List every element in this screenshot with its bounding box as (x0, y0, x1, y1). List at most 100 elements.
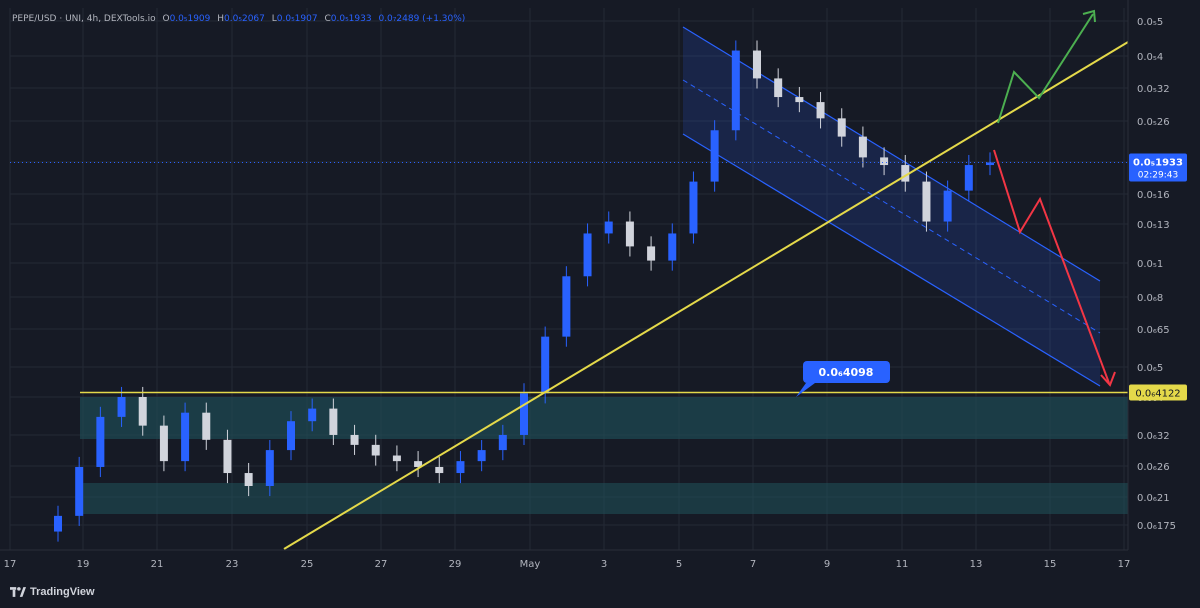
tradingview-logo-icon (10, 587, 26, 597)
symbol-title: PEPE/USD · UNI, 4h, DEXTools.io (12, 14, 156, 24)
open-value: 0.0₅1909 (169, 14, 211, 24)
price-tick-label: 0.0₆5 (1137, 363, 1163, 374)
time-tick-label: 23 (226, 559, 239, 570)
rising-trendline (283, 41, 1129, 550)
candle-body (731, 50, 740, 131)
candle-body (837, 118, 846, 137)
time-tick-label: 19 (77, 559, 90, 570)
candle-body (138, 397, 147, 426)
candle-body (244, 473, 253, 486)
candle-body (922, 181, 931, 222)
candle-body (498, 434, 507, 451)
price-tick-label: 0.0₅13 (1137, 220, 1170, 231)
time-tick-label: 5 (676, 559, 682, 570)
price-tick-label: 0.0₆21 (1137, 493, 1170, 504)
candle-body (625, 221, 634, 247)
time-tick-label: 27 (375, 559, 388, 570)
candle-body (350, 434, 359, 445)
descending-channel (682, 26, 1101, 387)
price-callout-box (803, 361, 890, 383)
price-callout-text: 0.0₆4098 (819, 366, 874, 379)
bullish-arrowhead (1082, 9, 1096, 23)
price-tick-label: 0.0₅32 (1137, 84, 1170, 95)
candle-body (287, 421, 295, 451)
candle-body (54, 515, 62, 532)
price-tick-label: 0.0₅26 (1137, 117, 1170, 128)
candle-body (329, 408, 338, 435)
projection-arrows (993, 9, 1116, 387)
candle-body (96, 416, 105, 467)
candle-body (943, 190, 952, 222)
candle-body (668, 233, 677, 261)
close-value: 0.0₅1933 (330, 14, 372, 24)
candle-body (689, 181, 698, 234)
candle-body (562, 276, 571, 337)
high-value: 0.0₅2067 (224, 14, 265, 24)
candle-body (223, 439, 232, 474)
time-tick-label: May (520, 559, 541, 570)
candle-body (265, 450, 274, 486)
time-tick-label: 3 (601, 559, 607, 570)
time-tick-label: 9 (824, 559, 830, 570)
bullish-projection-arrow (997, 13, 1094, 124)
time-tick-label: 21 (151, 559, 164, 570)
change-value: 0.0₇2489 (+1.30%) (378, 14, 466, 24)
time-tick-label: 15 (1044, 559, 1057, 570)
current-price-badge (1129, 153, 1187, 182)
candle-body (392, 455, 401, 462)
price-tick-label: 0.0₆65 (1137, 325, 1170, 336)
close-label: C (324, 14, 331, 24)
bearish-projection-arrow (993, 149, 1110, 384)
candle-body (456, 461, 465, 474)
channel-mid-line (682, 79, 1101, 334)
candle-body (308, 408, 317, 422)
candle-body (795, 97, 804, 103)
candle-body (75, 466, 84, 516)
candle-body (901, 165, 910, 182)
brand-name: TradingView (30, 586, 95, 598)
time-tick-label: 17 (1118, 559, 1131, 570)
price-callout-pointer (796, 383, 815, 397)
lower-support-zone (80, 483, 1128, 514)
candle-body (816, 102, 825, 119)
time-tick-label: 17 (4, 559, 17, 570)
level-price-text: 0.0₆4122 (1135, 389, 1180, 400)
time-tick-label: 25 (301, 559, 314, 570)
channel-lower-line (682, 133, 1101, 387)
tradingview-logo[interactable]: TradingView (10, 586, 95, 598)
price-tick-label: 0.0₅16 (1137, 190, 1170, 201)
time-tick-label: 13 (970, 559, 983, 570)
candle-body (604, 221, 613, 234)
channel-upper-line (682, 26, 1101, 282)
candle-body (774, 78, 783, 98)
price-tick-label: 0.0₅1 (1137, 259, 1163, 270)
time-tick-label: 29 (449, 559, 462, 570)
high-label: H (217, 14, 225, 24)
candle-body (541, 336, 550, 394)
candle-body (435, 466, 444, 474)
trend-lines (80, 41, 1129, 550)
upper-support-zone (80, 397, 1128, 439)
price-tick-label: 0.0₆175 (1137, 521, 1176, 532)
time-axis: 17 19 21 23 25 27 29 May 3 5 7 9 11 13 15 17 (0, 549, 1131, 570)
candle-body (414, 461, 423, 467)
chart-header: PEPE/USD · UNI, 4h, DEXTools.io O0.0₅190… (12, 14, 465, 24)
candle-body (181, 412, 190, 462)
time-tick-label: 11 (896, 559, 909, 570)
candle-body (477, 450, 486, 462)
price-tick-label: 0.0₆26 (1137, 462, 1170, 473)
candle-body (753, 50, 761, 79)
time-tick-label: 7 (750, 559, 756, 570)
low-label: L (271, 14, 277, 24)
candle-body (520, 393, 528, 435)
candle-body (159, 425, 168, 462)
candle-body (986, 162, 994, 166)
low-value: 0.0₅1907 (276, 14, 318, 24)
candle-body (710, 130, 719, 182)
level-price-badge (1129, 384, 1187, 401)
candle-body (880, 157, 889, 166)
price-labels: 0.0₅1933 02:29:43 0.0₆4122 0.0₆4098 (796, 153, 1187, 401)
open-label: O (162, 14, 170, 24)
candle-body (371, 444, 380, 456)
